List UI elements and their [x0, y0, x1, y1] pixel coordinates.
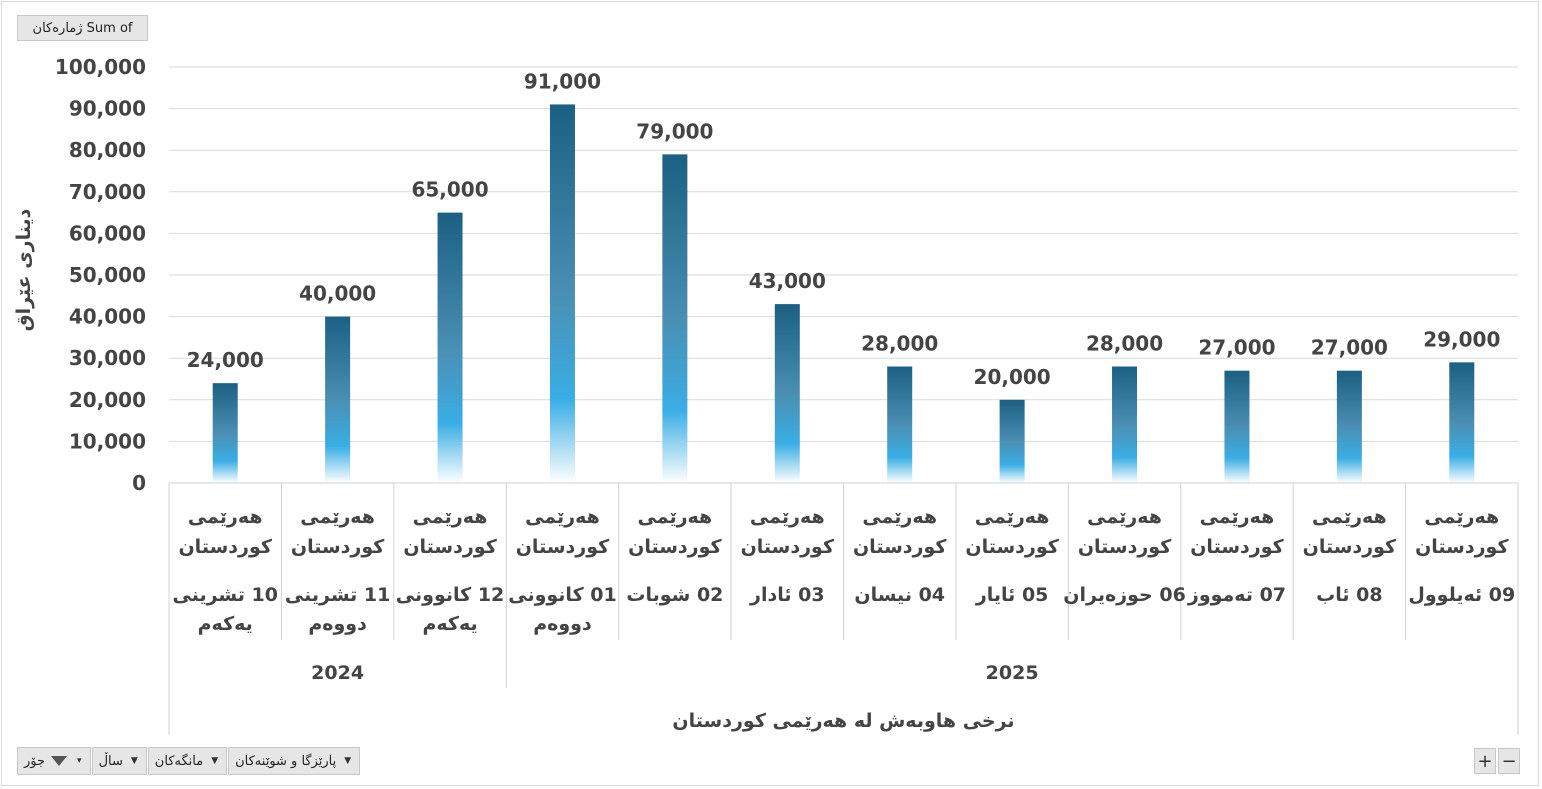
filter-type-button[interactable]: ▾ جۆر	[17, 747, 91, 775]
filter-year-button[interactable]: ▼ ساڵ	[91, 747, 147, 775]
filter-places-label: پارێزگا و شوێنەکان	[235, 753, 337, 769]
filter-type-label: جۆر	[24, 753, 46, 769]
filter-bar: ▾ جۆر ▼ ساڵ ▼ مانگەکان ▼ پارێزگا و شوێنە…	[17, 747, 361, 775]
dropdown-arrow-icon: ▼	[130, 756, 138, 766]
expand-button[interactable]: +	[1474, 748, 1496, 774]
dropdown-arrow-icon: ▼	[211, 756, 219, 766]
y-axis-title: دیناری عێراق	[13, 208, 35, 332]
collapse-button[interactable]: −	[1498, 748, 1520, 774]
dropdown-arrow-icon: ▼	[344, 756, 352, 766]
filter-months-label: مانگەکان	[154, 753, 204, 769]
sum-field-button[interactable]: Sum of ژمارەکان	[17, 15, 148, 41]
filter-months-button[interactable]: ▼ مانگەکان	[147, 747, 228, 775]
filter-year-label: ساڵ	[98, 753, 123, 769]
filter-places-button[interactable]: ▼ پارێزگا و شوێنەکان	[228, 747, 361, 775]
filter-icon: ▾	[51, 756, 82, 766]
